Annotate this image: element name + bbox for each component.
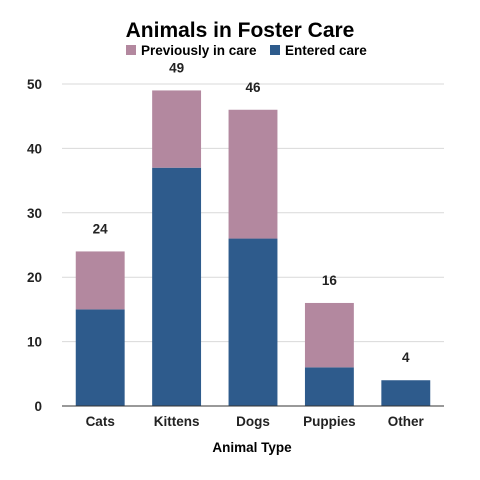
- x-tick-label-cats: Cats: [86, 414, 115, 429]
- legend: Previously in care Entered care: [126, 43, 367, 58]
- y-tick-label: 40: [27, 141, 42, 156]
- x-tick-label-dogs: Dogs: [236, 414, 270, 429]
- total-label-puppies: 16: [322, 273, 338, 288]
- bar-other-entered-care: [381, 380, 431, 406]
- total-label-kittens: 49: [169, 60, 184, 75]
- bar-kittens-previously-in-care: [152, 90, 202, 168]
- bar-puppies-previously-in-care: [304, 302, 354, 368]
- bar-cats-previously-in-care: [75, 251, 125, 310]
- total-label-cats: 24: [93, 221, 109, 236]
- total-labels: 24 49 46 16 4: [93, 60, 410, 365]
- legend-label-previously-in-care: Previously in care: [141, 43, 257, 58]
- y-axis-ticks: 0 10 20 30 40 50: [27, 77, 42, 414]
- total-label-other: 4: [402, 350, 410, 365]
- bars: [75, 90, 431, 406]
- y-tick-label: 30: [27, 206, 42, 221]
- y-tick-label: 10: [27, 335, 42, 350]
- y-tick-label: 50: [27, 77, 42, 92]
- x-tick-label-kittens: Kittens: [154, 414, 200, 429]
- x-axis-ticks: Cats Kittens Dogs Puppies Other: [86, 414, 425, 429]
- legend-label-entered-care: Entered care: [285, 43, 367, 58]
- legend-swatch-previously-in-care: [126, 45, 136, 55]
- total-label-dogs: 46: [245, 80, 261, 95]
- bar-dogs-entered-care: [228, 238, 278, 406]
- bar-kittens-entered-care: [152, 167, 202, 406]
- bar-cats-entered-care: [75, 309, 125, 406]
- chart-title: Animals in Foster Care: [126, 19, 355, 42]
- bar-puppies-entered-care: [304, 367, 354, 406]
- bar-dogs-previously-in-care: [228, 109, 278, 239]
- y-tick-label: 20: [27, 270, 42, 285]
- x-tick-label-puppies: Puppies: [303, 414, 356, 429]
- x-tick-label-other: Other: [388, 414, 425, 429]
- legend-swatch-entered-care: [270, 45, 280, 55]
- x-axis-title: Animal Type: [212, 440, 292, 455]
- y-tick-label: 0: [34, 399, 42, 414]
